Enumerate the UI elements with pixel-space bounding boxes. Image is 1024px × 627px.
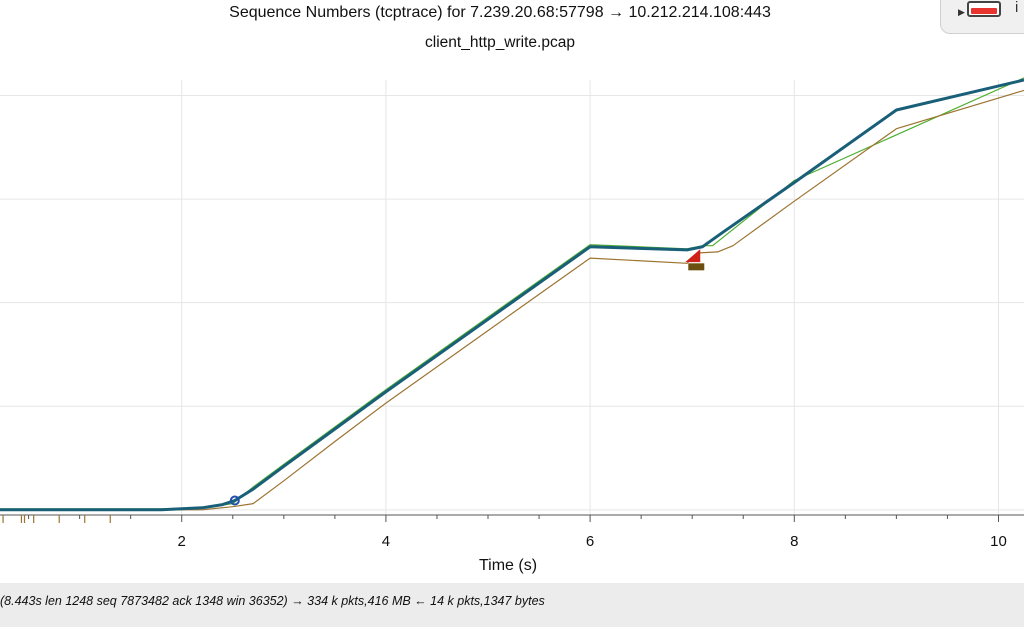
toolbar-widget[interactable]: ▶ i <box>940 0 1024 34</box>
sack-block-marker <box>688 263 705 271</box>
packet-marker-circle <box>229 495 240 506</box>
retransmit-marker <box>685 249 701 263</box>
status-text: (8.443s len 1248 seq 7873482 ack 1348 wi… <box>0 594 545 608</box>
x-tick-label: 10 <box>990 533 1007 550</box>
chart-subtitle: client_http_write.pcap <box>425 34 575 51</box>
status-bar: (8.443s len 1248 seq 7873482 ack 1348 wi… <box>0 583 1024 627</box>
play-arrow-icon[interactable]: ▶ <box>958 7 965 17</box>
x-tick-label: 2 <box>178 533 186 550</box>
x-tick-label: 6 <box>586 533 594 550</box>
series-line-sent <box>0 78 1024 512</box>
x-axis-label: Time (s) <box>479 557 537 574</box>
series-line-ack <box>0 89 1024 511</box>
chart-title: Sequence Numbers (tcptrace) for 7.239.20… <box>229 4 771 21</box>
info-icon[interactable]: i <box>1015 0 1019 16</box>
x-tick-label: 4 <box>382 533 390 550</box>
sequence-plot[interactable]: 2 4 6 8 10 Time (s) <box>0 0 1024 583</box>
x-tick-label: 8 <box>790 533 798 550</box>
series-line-window <box>0 77 1024 510</box>
record-toggle-icon[interactable] <box>967 1 1001 17</box>
